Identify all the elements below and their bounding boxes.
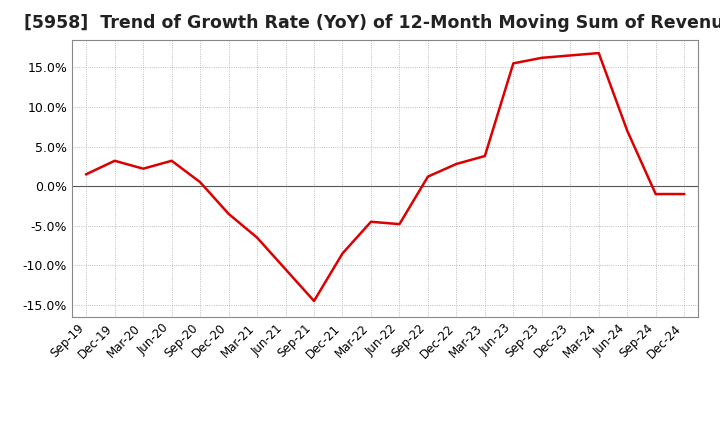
Title: [5958]  Trend of Growth Rate (YoY) of 12-Month Moving Sum of Revenues: [5958] Trend of Growth Rate (YoY) of 12-… (24, 15, 720, 33)
